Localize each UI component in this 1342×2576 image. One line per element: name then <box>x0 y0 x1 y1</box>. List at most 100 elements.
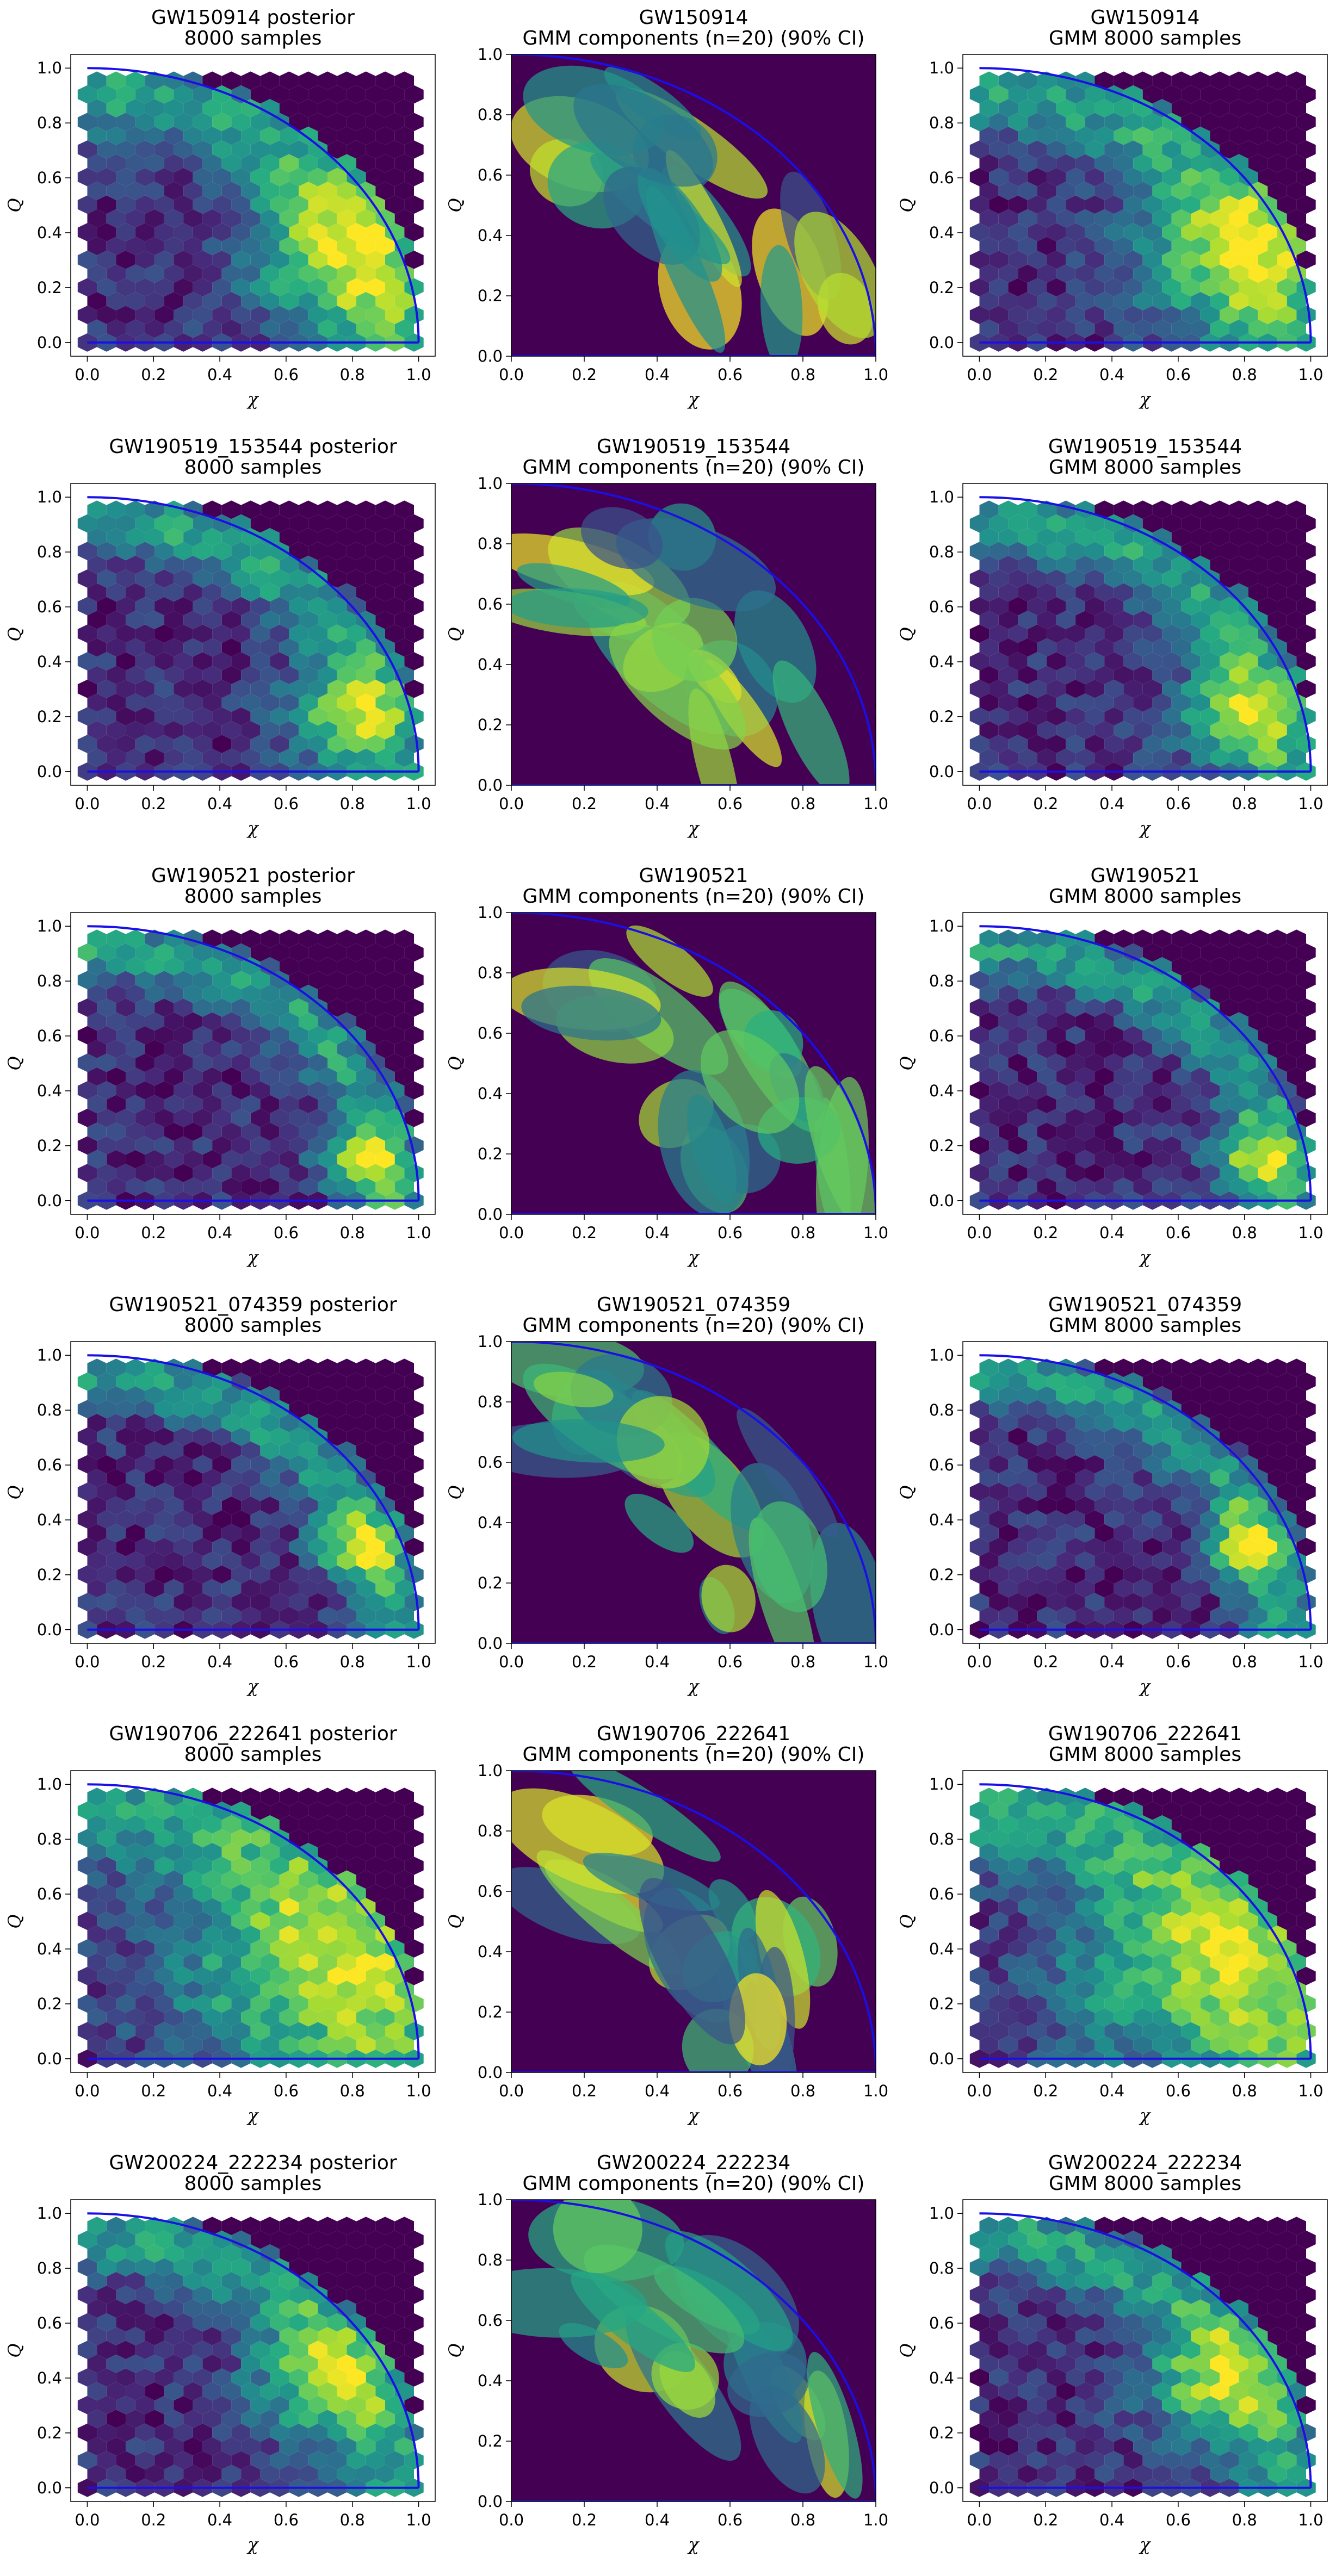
hexbin-cell <box>154 624 174 643</box>
hexbin-cell <box>1162 1884 1182 1903</box>
hexbin-cell <box>366 1593 385 1611</box>
hexbin-cell <box>385 1966 405 1985</box>
hexbin-cell <box>998 71 1018 90</box>
hexbin-cell <box>202 929 222 948</box>
hexbin-cell <box>1037 500 1056 519</box>
hexbin-cell <box>145 2244 164 2263</box>
hexbin-cell <box>979 1150 999 1169</box>
hexbin-cell <box>1133 1898 1153 1916</box>
hexbin-cell <box>126 154 145 173</box>
hexbin-cell <box>241 1496 261 1515</box>
y-axis-label: Q <box>445 1914 466 1928</box>
hexbin-cell <box>989 1994 1009 2013</box>
hexbin-cell <box>1229 2465 1248 2484</box>
hexbin-cell <box>1191 2299 1210 2318</box>
hexbin-cell <box>1085 542 1105 561</box>
hexbin-cell <box>270 2451 289 2469</box>
hexbin-cell <box>318 984 337 1003</box>
hexbin-cell <box>260 2437 280 2456</box>
hexbin-cell <box>1142 624 1162 643</box>
y-tick-label: 0.8 <box>37 972 62 990</box>
hexbin-cell <box>1200 1482 1220 1501</box>
hexbin-cell <box>299 500 318 519</box>
hexbin-cell <box>337 1040 356 1058</box>
hexbin-cell <box>1037 929 1056 948</box>
hexbin-cell <box>1066 1108 1085 1127</box>
hexbin-cell <box>174 2451 193 2469</box>
hexbin-cell <box>989 569 1009 588</box>
hexbin-cell <box>154 306 174 324</box>
hexbin-cell <box>270 2313 289 2332</box>
hexbin-cell <box>116 1593 135 1611</box>
x-tick-label: 0.2 <box>1033 365 1058 384</box>
hexbin-cell <box>356 693 376 712</box>
hexbin-cell <box>318 929 337 948</box>
hexbin-cell <box>145 291 164 311</box>
hexbin-cell <box>1085 1427 1105 1446</box>
hexbin-cell <box>1200 278 1220 297</box>
hexbin-cell <box>289 1911 308 1931</box>
hexbin-cell <box>385 167 405 187</box>
hexbin-cell <box>1152 291 1172 311</box>
hexbin-cell <box>1037 1067 1056 1086</box>
hexbin-cell <box>1171 1953 1191 1972</box>
hexbin-cell <box>1018 1177 1037 1196</box>
hexbin-cell <box>1277 1510 1297 1529</box>
hexbin-cell <box>308 306 327 324</box>
hexbin-cell <box>337 1413 356 1432</box>
hexbin-cell <box>1133 182 1153 200</box>
x-tick-label: 1.0 <box>406 2082 431 2100</box>
hexbin-cell <box>337 1606 356 1625</box>
hexbin-cell <box>1181 735 1201 753</box>
hexbin-cell <box>1220 1081 1239 1100</box>
hexbin-cell <box>202 99 222 117</box>
hexbin-cell <box>279 1606 299 1625</box>
hexbin-cell <box>1248 1925 1268 1944</box>
hexbin-cell <box>183 583 203 602</box>
hexbin-cell <box>299 1095 318 1114</box>
hexbin-cell <box>347 250 366 269</box>
hexbin-cell <box>327 1593 347 1611</box>
hexbin-cell <box>1210 319 1229 338</box>
hexbin-cell <box>193 1053 213 1072</box>
hexbin-cell <box>1171 1925 1191 1944</box>
hexbin-cell <box>1056 1981 1076 1999</box>
hexbin-cell <box>1085 2395 1105 2414</box>
x-tick-label: 0.4 <box>1099 794 1124 813</box>
hexbin-cell <box>347 1537 366 1556</box>
hexbin-cell <box>1277 707 1297 726</box>
hexbin-cell <box>289 1510 308 1529</box>
hexbin-cell <box>404 2341 424 2360</box>
hexbin-cell <box>327 1994 347 2013</box>
hexbin-cell <box>1191 1524 1210 1543</box>
hexbin-cell <box>241 1842 261 1861</box>
hexbin-cell <box>1239 943 1258 962</box>
hexbin-cell <box>1047 514 1066 533</box>
hexbin-cell <box>1152 1122 1172 1141</box>
hexbin-cell <box>1181 223 1201 241</box>
hexbin-cell <box>1027 1857 1047 1875</box>
hexbin-cell <box>318 2437 337 2456</box>
hexbin-cell <box>1200 2313 1220 2332</box>
hexbin-cell <box>164 319 184 338</box>
hexbin-cell <box>1066 2368 1085 2387</box>
hexbin-cell <box>969 1400 990 1419</box>
hexbin-cell <box>969 943 990 962</box>
hexbin-cell <box>385 998 405 1017</box>
gmm-component-ellipse <box>805 1066 876 1214</box>
hexbin-cell <box>145 1469 164 1487</box>
hexbin-cell <box>1114 154 1134 173</box>
hexbin-cell <box>1133 1787 1153 1807</box>
hexbin-cell <box>1027 1966 1047 1985</box>
hexbin-cell <box>279 611 299 629</box>
hexbin-cell <box>318 2410 337 2428</box>
hexbin-cell <box>1239 652 1258 671</box>
hexbin-cell <box>1037 154 1056 173</box>
hexbin-cell <box>183 1386 203 1405</box>
hexbin-cell <box>183 638 203 657</box>
hexbin-cell <box>126 1122 145 1141</box>
hexbin-cell <box>1248 1067 1268 1086</box>
hexbin-cell <box>1152 1898 1172 1916</box>
hexbin-cell <box>241 1441 261 1460</box>
hexbin-cell <box>212 707 232 726</box>
